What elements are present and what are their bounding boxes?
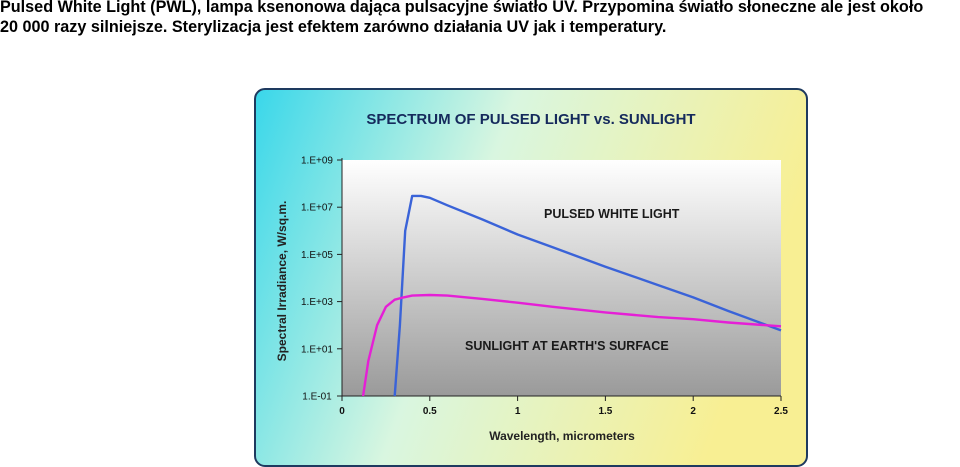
x-tick-label: 1 (515, 406, 521, 417)
chart-title: SPECTRUM OF PULSED LIGHT vs. SUNLIGHT (366, 111, 695, 128)
chart-figure: SPECTRUM OF PULSED LIGHT vs. SUNLIGHT 1.… (254, 88, 808, 467)
x-tick-label: 0 (339, 406, 345, 417)
caption: Pulsed White Light (PWL), lampa ksenonow… (0, 0, 960, 37)
y-tick-label: 1.E+03 (301, 297, 333, 308)
chart-svg: SPECTRUM OF PULSED LIGHT vs. SUNLIGHT 1.… (254, 88, 808, 467)
x-tick-label: 2 (690, 406, 696, 417)
series-label-sunlight: SUNLIGHT AT EARTH'S SURFACE (465, 339, 669, 353)
y-tick-label: 1.E+01 (301, 344, 333, 355)
caption-line-2: 20 000 razy silniejsze. Sterylizacja jes… (0, 18, 667, 36)
y-tick-label: 1.E+05 (301, 250, 333, 261)
caption-line-1: Pulsed White Light (PWL), lampa ksenonow… (0, 0, 924, 16)
plot-background (342, 160, 781, 396)
y-tick-label: 1.E+09 (301, 156, 333, 167)
y-tick-label: 1.E+07 (301, 203, 333, 214)
series-line-sunlight (361, 293, 782, 397)
x-tick-label: 2.5 (774, 406, 788, 417)
x-tick-label: 1.5 (598, 406, 612, 417)
plot-area: 1.E-01 1.E+01 1.E+03 1.E+05 1.E+07 1.E+09 0 0.5… (301, 156, 788, 418)
y-axis-label: Spectral Irradiance, W/sq.m. (275, 201, 289, 362)
x-axis-label: Wavelength, micrometers (489, 429, 635, 443)
y-tick-label: 1.E-01 (302, 392, 332, 403)
x-tick-label: 0.5 (423, 406, 437, 417)
series-label-pulsed-white-light: PULSED WHITE LIGHT (544, 207, 680, 221)
series-line-pulsed-white-light (393, 194, 782, 397)
